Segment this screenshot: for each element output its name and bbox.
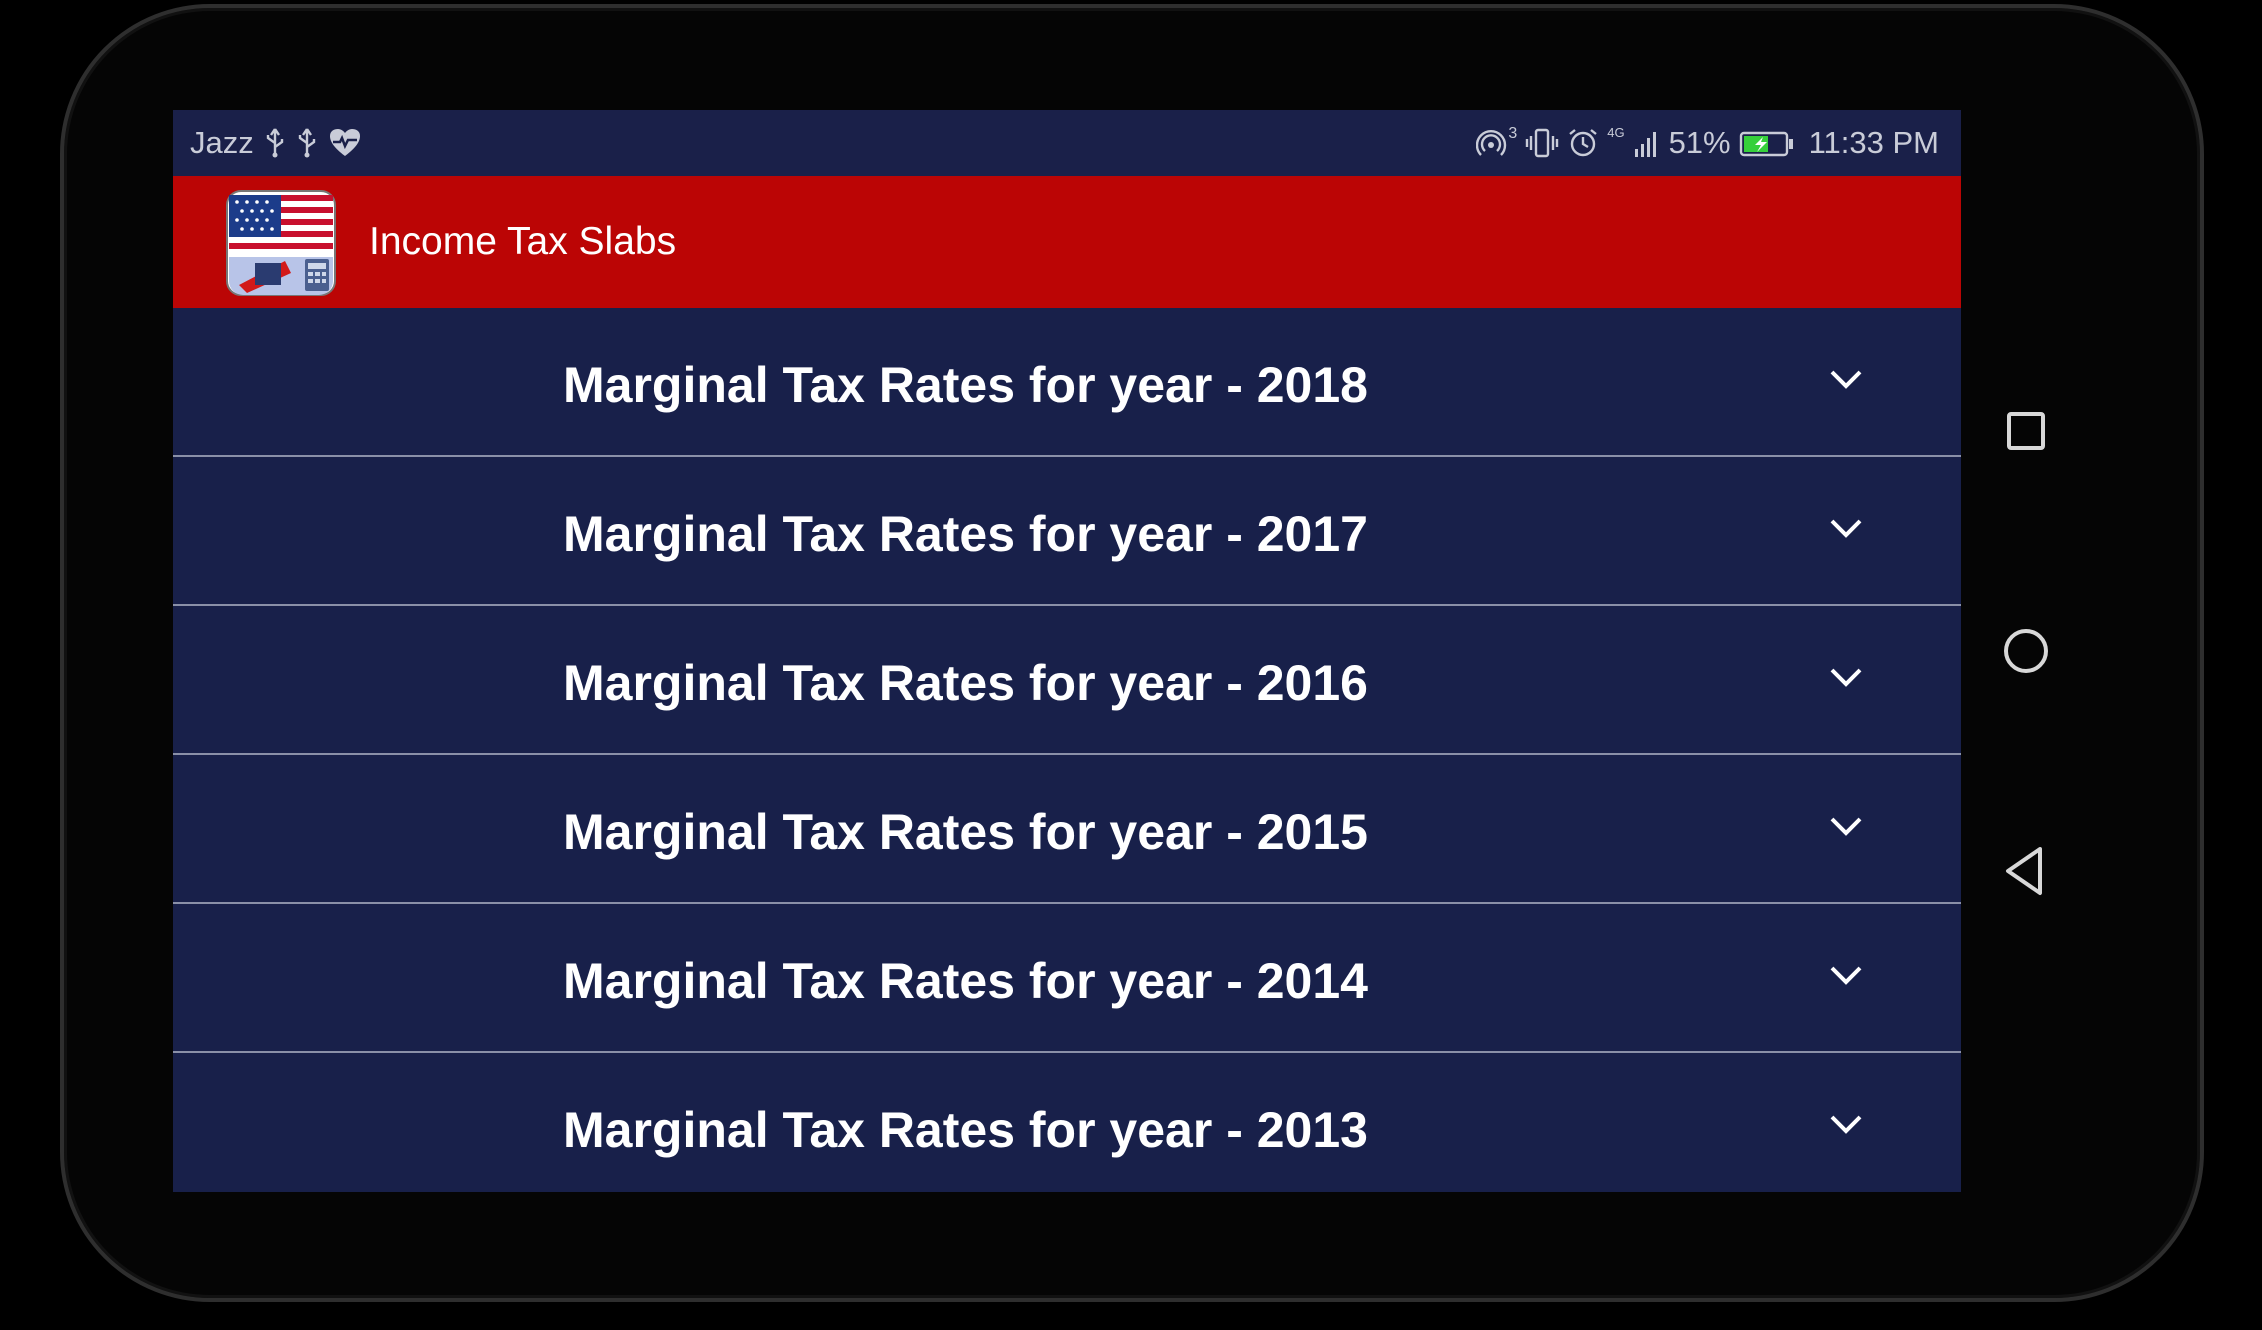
battery-icon bbox=[1739, 131, 1793, 157]
network-badge: 3 bbox=[1508, 125, 1518, 142]
chevron-down-icon[interactable] bbox=[1828, 1113, 1864, 1137]
us-flag-tax-app-icon[interactable] bbox=[225, 189, 337, 297]
list-item-label: Marginal Tax Rates for year - 2018 bbox=[563, 357, 1368, 413]
chevron-down-icon[interactable] bbox=[1828, 815, 1864, 839]
chevron-down-icon[interactable] bbox=[1828, 964, 1864, 988]
network-type: 4G bbox=[1607, 125, 1625, 140]
recents-button[interactable] bbox=[1990, 395, 2062, 467]
usb-icon bbox=[266, 128, 283, 158]
navigation-bar bbox=[1990, 0, 2070, 1330]
app-bar: Income Tax Slabs bbox=[173, 176, 1961, 308]
chevron-down-icon[interactable] bbox=[1828, 517, 1864, 541]
tax-year-list: Marginal Tax Rates for year - 2018 Margi… bbox=[173, 308, 1961, 1192]
signal-icon bbox=[1634, 132, 1656, 157]
list-item-2013[interactable]: Marginal Tax Rates for year - 2013 bbox=[173, 1053, 1961, 1192]
battery-percent: 51% bbox=[1668, 125, 1731, 160]
back-button[interactable] bbox=[1990, 835, 2062, 907]
chevron-down-icon[interactable] bbox=[1828, 666, 1864, 690]
list-item-2016[interactable]: Marginal Tax Rates for year - 2016 bbox=[173, 606, 1961, 755]
list-item-2017[interactable]: Marginal Tax Rates for year - 2017 bbox=[173, 457, 1961, 606]
health-heart-icon bbox=[329, 129, 360, 156]
clock: 11:33 PM bbox=[1808, 125, 1939, 160]
list-item-label: Marginal Tax Rates for year - 2014 bbox=[563, 953, 1368, 1009]
status-bar-right: 3 4G 51% 11:33 PM bbox=[1476, 125, 1939, 161]
list-item-2015[interactable]: Marginal Tax Rates for year - 2015 bbox=[173, 755, 1961, 904]
list-item-label: Marginal Tax Rates for year - 2013 bbox=[563, 1102, 1368, 1158]
chevron-down-icon[interactable] bbox=[1828, 368, 1864, 392]
list-item-label: Marginal Tax Rates for year - 2016 bbox=[563, 655, 1368, 711]
list-item-label: Marginal Tax Rates for year - 2015 bbox=[563, 804, 1368, 860]
app-title: Income Tax Slabs bbox=[369, 220, 677, 263]
list-item-label: Marginal Tax Rates for year - 2017 bbox=[563, 506, 1368, 562]
list-item-2018[interactable]: Marginal Tax Rates for year - 2018 bbox=[173, 308, 1961, 457]
device-screen: Jazz 3 bbox=[173, 110, 1961, 1192]
status-bar: Jazz 3 bbox=[173, 110, 1961, 176]
list-item-2014[interactable]: Marginal Tax Rates for year - 2014 bbox=[173, 904, 1961, 1053]
alarm-icon bbox=[1569, 129, 1597, 157]
carrier-name: Jazz bbox=[190, 125, 254, 160]
usb-icon bbox=[298, 128, 315, 158]
vibrate-icon bbox=[1526, 128, 1559, 158]
hotspot-icon bbox=[1476, 130, 1507, 156]
home-button[interactable] bbox=[1990, 615, 2062, 687]
status-bar-left: Jazz bbox=[190, 125, 362, 161]
